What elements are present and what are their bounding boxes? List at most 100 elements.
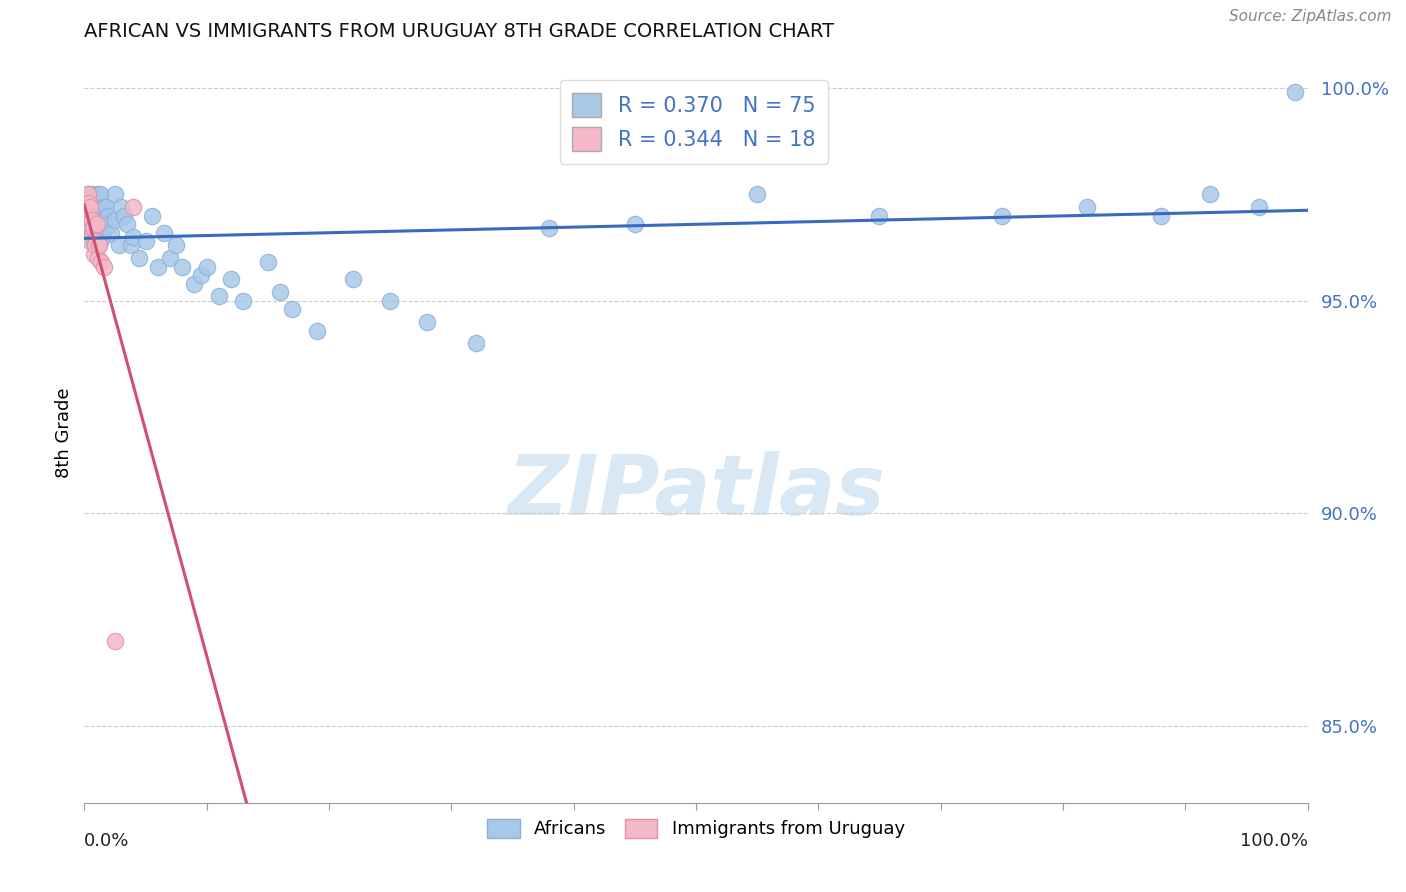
Point xyxy=(153,226,176,240)
Point xyxy=(97,217,120,231)
Point xyxy=(82,195,104,210)
Text: ZIPatlas: ZIPatlas xyxy=(508,451,884,533)
Point xyxy=(87,226,110,240)
Point xyxy=(1150,209,1173,223)
Point xyxy=(195,260,218,274)
Point xyxy=(416,315,439,329)
Point xyxy=(94,221,117,235)
Text: 100.0%: 100.0% xyxy=(1240,832,1308,850)
Point xyxy=(87,200,110,214)
Point xyxy=(219,272,242,286)
Y-axis label: 8th Grade: 8th Grade xyxy=(55,387,73,478)
Point xyxy=(77,195,100,210)
Point xyxy=(87,238,110,252)
Legend: R = 0.370   N = 75, R = 0.344   N = 18: R = 0.370 N = 75, R = 0.344 N = 18 xyxy=(560,80,828,164)
Point xyxy=(80,187,103,202)
Point xyxy=(76,217,98,231)
Point xyxy=(1198,187,1220,202)
Point xyxy=(141,209,163,223)
Point xyxy=(87,204,110,219)
Point xyxy=(104,187,127,202)
Point xyxy=(77,204,100,219)
Point xyxy=(1284,85,1306,99)
Point xyxy=(90,209,112,223)
Text: Source: ZipAtlas.com: Source: ZipAtlas.com xyxy=(1229,9,1392,24)
Point xyxy=(79,200,101,214)
Point xyxy=(84,230,107,244)
Point xyxy=(135,234,157,248)
Point xyxy=(104,634,127,648)
Point xyxy=(83,234,105,248)
Point xyxy=(89,187,111,202)
Point xyxy=(82,217,104,231)
Point xyxy=(77,187,100,202)
Point xyxy=(624,217,647,231)
Point xyxy=(86,238,108,252)
Point xyxy=(165,238,187,252)
Point xyxy=(80,226,103,240)
Point xyxy=(84,209,107,223)
Point xyxy=(110,200,132,214)
Point xyxy=(79,200,101,214)
Point xyxy=(104,212,127,227)
Point xyxy=(87,238,110,252)
Point xyxy=(146,260,169,274)
Point xyxy=(380,293,402,308)
Point xyxy=(159,251,181,265)
Point xyxy=(76,192,98,206)
Point xyxy=(115,217,138,231)
Point xyxy=(93,212,115,227)
Point xyxy=(80,209,103,223)
Point xyxy=(86,187,108,202)
Text: 0.0%: 0.0% xyxy=(84,832,129,850)
Point xyxy=(305,324,328,338)
Point xyxy=(208,289,231,303)
Point xyxy=(464,336,486,351)
Point xyxy=(77,187,100,202)
Point xyxy=(281,302,304,317)
Point xyxy=(747,187,769,202)
Point xyxy=(991,209,1014,223)
Point xyxy=(869,209,891,223)
Point xyxy=(100,226,122,240)
Point xyxy=(77,212,100,227)
Point xyxy=(86,217,108,231)
Point xyxy=(342,272,364,286)
Point xyxy=(1247,200,1270,214)
Text: AFRICAN VS IMMIGRANTS FROM URUGUAY 8TH GRADE CORRELATION CHART: AFRICAN VS IMMIGRANTS FROM URUGUAY 8TH G… xyxy=(84,22,835,41)
Point xyxy=(172,260,194,274)
Point xyxy=(79,234,101,248)
Point xyxy=(97,209,120,223)
Point xyxy=(112,209,135,223)
Point xyxy=(93,260,115,274)
Point xyxy=(107,238,129,252)
Point xyxy=(89,217,111,231)
Point xyxy=(77,209,100,223)
Point xyxy=(80,226,103,240)
Point xyxy=(84,238,107,252)
Point xyxy=(77,195,100,210)
Point xyxy=(91,200,114,214)
Point xyxy=(1076,200,1098,214)
Point xyxy=(83,234,105,248)
Point xyxy=(122,230,145,244)
Point xyxy=(90,255,112,269)
Point xyxy=(183,277,205,291)
Point xyxy=(122,200,145,214)
Point xyxy=(83,247,105,261)
Point xyxy=(120,238,142,252)
Point xyxy=(87,251,110,265)
Point xyxy=(83,200,105,214)
Point xyxy=(86,212,108,227)
Point xyxy=(190,268,212,283)
Point xyxy=(232,293,254,308)
Point xyxy=(82,221,104,235)
Point xyxy=(91,230,114,244)
Point xyxy=(257,255,280,269)
Point xyxy=(80,212,103,227)
Point xyxy=(269,285,291,300)
Point xyxy=(79,221,101,235)
Point xyxy=(128,251,150,265)
Point xyxy=(96,200,118,214)
Point xyxy=(538,221,561,235)
